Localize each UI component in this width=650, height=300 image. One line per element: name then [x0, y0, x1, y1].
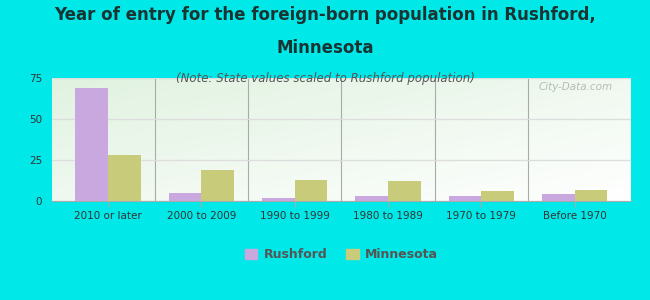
Legend: Rushford, Minnesota: Rushford, Minnesota — [240, 243, 443, 266]
Text: City-Data.com: City-Data.com — [539, 82, 613, 92]
Bar — [168, 193, 202, 201]
Bar — [75, 88, 108, 201]
Bar — [294, 180, 327, 201]
Bar — [388, 181, 421, 201]
Text: (Note: State values scaled to Rushford population): (Note: State values scaled to Rushford p… — [176, 72, 474, 85]
Bar — [202, 170, 234, 201]
Bar — [262, 198, 294, 201]
Bar — [356, 196, 388, 201]
Text: Year of entry for the foreign-born population in Rushford,: Year of entry for the foreign-born popul… — [54, 6, 596, 24]
Bar — [542, 194, 575, 201]
Text: Minnesota: Minnesota — [276, 39, 374, 57]
Bar — [448, 196, 481, 201]
Bar — [108, 155, 140, 201]
Bar — [575, 190, 607, 201]
Bar — [481, 191, 514, 201]
